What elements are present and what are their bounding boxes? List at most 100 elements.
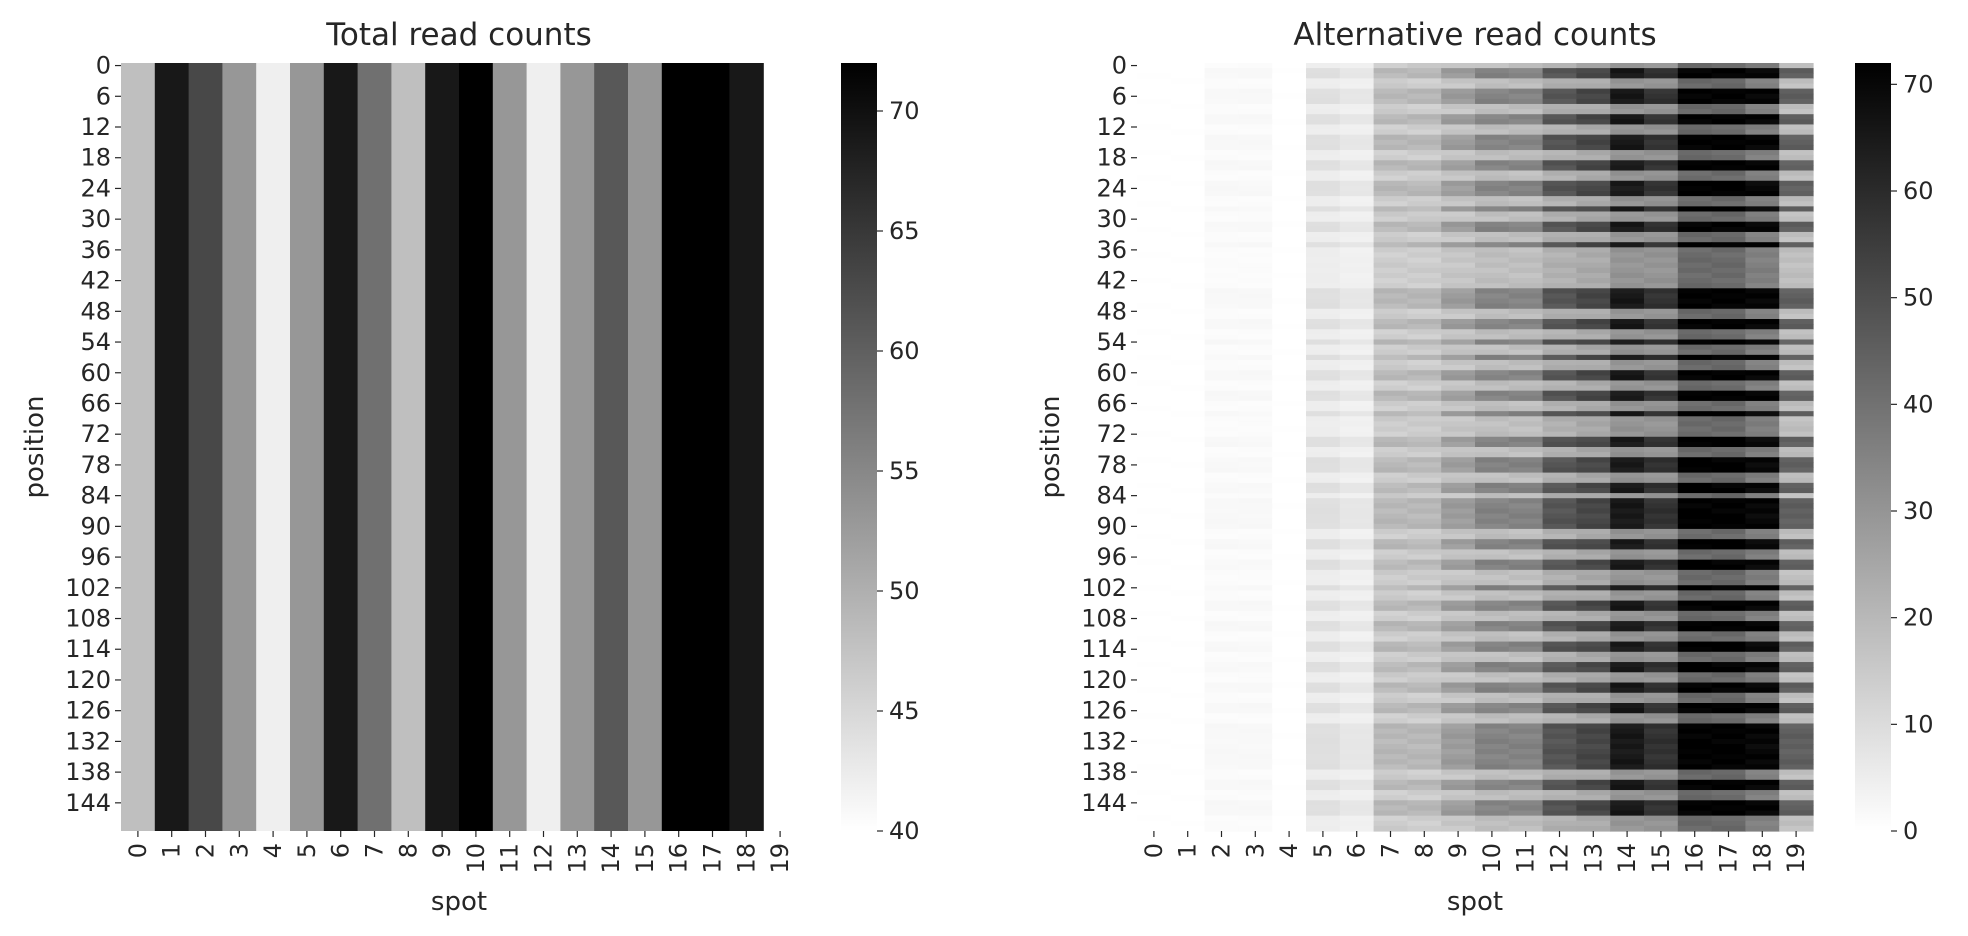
heatmap-cell bbox=[1745, 790, 1780, 796]
heatmap-column-15 bbox=[628, 63, 663, 831]
heatmap-cell bbox=[1306, 155, 1341, 161]
heatmap-column-3 bbox=[222, 63, 257, 831]
heatmap-cell bbox=[1475, 800, 1510, 806]
heatmap-cell bbox=[1306, 682, 1341, 689]
heatmap-cell bbox=[1610, 339, 1645, 346]
heatmap-cell bbox=[1339, 385, 1375, 392]
heatmap-cell bbox=[1542, 124, 1577, 131]
heatmap-cell bbox=[1576, 723, 1611, 730]
heatmap-cell bbox=[1508, 615, 1544, 622]
heatmap-cell bbox=[1779, 820, 1814, 827]
colorbar-tick-label: 60 bbox=[889, 337, 920, 365]
heatmap-cell bbox=[1204, 139, 1239, 146]
heatmap-cell bbox=[1711, 513, 1746, 520]
heatmap-cell bbox=[1306, 631, 1341, 638]
heatmap-cell bbox=[1542, 513, 1577, 520]
heatmap-cell bbox=[1644, 723, 1679, 730]
heatmap-cell bbox=[1475, 626, 1510, 632]
heatmap-cell bbox=[1238, 334, 1273, 341]
heatmap-cell bbox=[1306, 272, 1341, 279]
heatmap-cell bbox=[1677, 319, 1713, 325]
heatmap-cell bbox=[1779, 800, 1814, 806]
heatmap-cell bbox=[1373, 165, 1408, 172]
heatmap-cell bbox=[1407, 549, 1442, 556]
heatmap-cell bbox=[1137, 103, 1172, 110]
heatmap-cell bbox=[1779, 359, 1814, 366]
heatmap-row-7 bbox=[1137, 98, 1814, 105]
heatmap-cell bbox=[1677, 610, 1713, 617]
heatmap-cell bbox=[1339, 795, 1375, 801]
heatmap-cell bbox=[1238, 564, 1273, 571]
heatmap-cell bbox=[1272, 293, 1307, 300]
heatmap-cell bbox=[1170, 815, 1206, 822]
heatmap-cell bbox=[1306, 518, 1341, 525]
heatmap-cell bbox=[1644, 201, 1679, 207]
heatmap-cell bbox=[1306, 196, 1341, 202]
heatmap-cell bbox=[1339, 103, 1375, 110]
heatmap-cell bbox=[1508, 216, 1544, 223]
heatmap-row-39 bbox=[1137, 262, 1814, 269]
heatmap-cell bbox=[1711, 585, 1746, 591]
heatmap-cell bbox=[1745, 319, 1780, 325]
heatmap-cell bbox=[1238, 216, 1273, 223]
heatmap-cell bbox=[1576, 493, 1611, 499]
heatmap-cell bbox=[1644, 109, 1679, 115]
heatmap-cell bbox=[1373, 114, 1408, 120]
heatmap-cell bbox=[1745, 436, 1780, 443]
heatmap-cell bbox=[1373, 585, 1408, 591]
heatmap-cell bbox=[1373, 103, 1408, 110]
heatmap-cell bbox=[1508, 416, 1544, 422]
heatmap-cell bbox=[1204, 508, 1239, 515]
heatmap-cell bbox=[1677, 436, 1713, 443]
heatmap-cell bbox=[1306, 564, 1341, 571]
heatmap-row-123 bbox=[1137, 692, 1814, 699]
heatmap-cell bbox=[1508, 749, 1544, 755]
heatmap-cell bbox=[1610, 636, 1645, 643]
heatmap-cell bbox=[1238, 790, 1273, 796]
heatmap-cell bbox=[1610, 231, 1645, 238]
heatmap-cell bbox=[1610, 672, 1645, 678]
heatmap-cell bbox=[1339, 605, 1375, 612]
heatmap-cell bbox=[1272, 390, 1307, 397]
heatmap-cell bbox=[1576, 139, 1611, 146]
heatmap-cell bbox=[1339, 493, 1375, 499]
heatmap-cell bbox=[1677, 467, 1713, 474]
heatmap-cell bbox=[1644, 129, 1679, 136]
heatmap-cell bbox=[1644, 334, 1679, 341]
heatmap-cell bbox=[1137, 600, 1172, 607]
heatmap-cell bbox=[1475, 600, 1510, 607]
heatmap-cell bbox=[1407, 344, 1442, 351]
heatmap-cell bbox=[1170, 600, 1206, 607]
heatmap-cell bbox=[1576, 697, 1611, 704]
heatmap-cell bbox=[1711, 216, 1746, 223]
heatmap-cell bbox=[1137, 170, 1172, 177]
heatmap-cell bbox=[1610, 610, 1645, 617]
heatmap-cell bbox=[1373, 682, 1408, 689]
heatmap-cell bbox=[1306, 769, 1341, 776]
heatmap-cell bbox=[1407, 216, 1442, 223]
heatmap-row-19 bbox=[1137, 160, 1814, 166]
heatmap-cell bbox=[1644, 590, 1679, 597]
heatmap-cell bbox=[1644, 733, 1679, 740]
heatmap-cell bbox=[1238, 682, 1273, 689]
heatmap-cell bbox=[1238, 697, 1273, 704]
heatmap-cell bbox=[1170, 457, 1206, 463]
heatmap-cell bbox=[1204, 795, 1239, 801]
heatmap-cell bbox=[1576, 595, 1611, 602]
heatmap-cell bbox=[1272, 93, 1307, 100]
heatmap-cell bbox=[1576, 109, 1611, 115]
heatmap-cell bbox=[1542, 191, 1577, 197]
heatmap-cell bbox=[1711, 119, 1746, 126]
heatmap-cell bbox=[1542, 211, 1577, 218]
heatmap-cell bbox=[1745, 155, 1780, 161]
x-tick-label: 18 bbox=[1748, 843, 1776, 874]
heatmap-cell bbox=[1711, 600, 1746, 607]
heatmap-cell bbox=[1610, 585, 1645, 591]
heatmap-cell bbox=[1441, 134, 1476, 141]
heatmap-cell bbox=[1542, 482, 1577, 489]
heatmap-cell bbox=[1170, 278, 1206, 284]
heatmap-cell bbox=[1745, 651, 1780, 658]
heatmap-cell bbox=[1610, 293, 1645, 300]
heatmap-cell bbox=[1711, 109, 1746, 115]
